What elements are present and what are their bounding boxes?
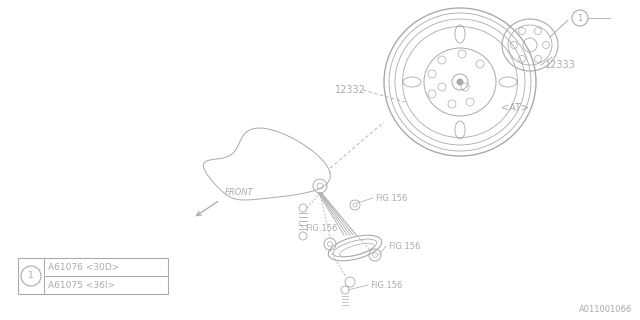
Text: FIG.156: FIG.156 (388, 242, 420, 251)
Text: FIG.156: FIG.156 (370, 281, 403, 290)
Text: 1: 1 (28, 271, 34, 281)
Text: FRONT: FRONT (225, 188, 253, 197)
Text: 1: 1 (577, 13, 582, 22)
Text: 12332: 12332 (335, 85, 366, 95)
Text: FIG.156: FIG.156 (375, 194, 408, 203)
Text: A61076 <30D>: A61076 <30D> (48, 262, 120, 271)
Circle shape (457, 79, 463, 85)
Bar (18, 258, 168, 294)
Text: <AT>: <AT> (501, 103, 529, 113)
Text: A61075 <36I>: A61075 <36I> (48, 281, 115, 290)
Text: A011001066: A011001066 (579, 305, 632, 314)
Text: FIG.156: FIG.156 (305, 223, 337, 233)
Text: 12333: 12333 (545, 60, 576, 70)
